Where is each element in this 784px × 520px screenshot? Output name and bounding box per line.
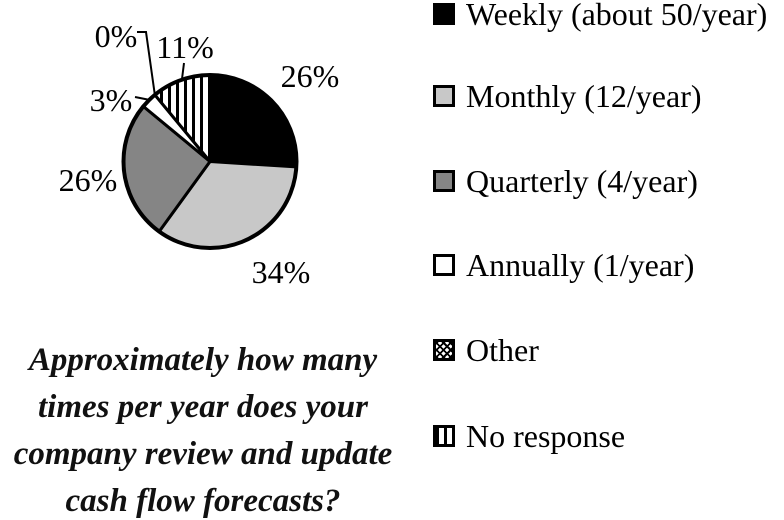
svg-text:26%: 26%: [281, 58, 340, 94]
caption-line: company review and update: [13, 436, 393, 472]
legend-label: Other: [466, 331, 539, 368]
svg-text:3%: 3%: [90, 82, 133, 118]
caption-line: Approximately how many: [28, 342, 378, 378]
legend-item-weekly: Weekly (about 50/year): [433, 0, 767, 32]
legend-item-quarterly: Quarterly (4/year): [433, 163, 698, 199]
legend-label: Weekly (about 50/year): [466, 0, 768, 32]
svg-text:0%: 0%: [95, 18, 138, 54]
monthly-swatch-icon: [433, 85, 455, 107]
svg-text:11%: 11%: [156, 29, 213, 65]
svg-text:26%: 26%: [59, 162, 118, 198]
legend-item-no-response: No response: [433, 418, 625, 454]
legend-label: Quarterly (4/year): [466, 162, 698, 199]
other-swatch-icon: [433, 339, 455, 361]
caption-line: cash flow forecasts?: [65, 483, 341, 519]
svg-text:34%: 34%: [252, 254, 311, 290]
legend-item-monthly: Monthly (12/year): [433, 78, 702, 114]
no-response-swatch-icon: [433, 425, 455, 447]
legend-item-annually: Annually (1/year): [433, 247, 694, 283]
legend-item-other: Other: [433, 332, 539, 368]
annually-swatch-icon: [433, 254, 455, 276]
quarterly-swatch-icon: [433, 170, 455, 192]
legend-label: Monthly (12/year): [466, 77, 702, 114]
chart-question-caption: Approximately how many times per year do…: [0, 337, 406, 520]
pie-chart: 26% 34% 26% 3% 0% 11%: [59, 18, 340, 290]
legend-label: Annually (1/year): [466, 246, 695, 283]
weekly-swatch-icon: [433, 3, 455, 25]
caption-line: times per year does your: [38, 389, 368, 425]
legend-label: No response: [466, 417, 626, 454]
